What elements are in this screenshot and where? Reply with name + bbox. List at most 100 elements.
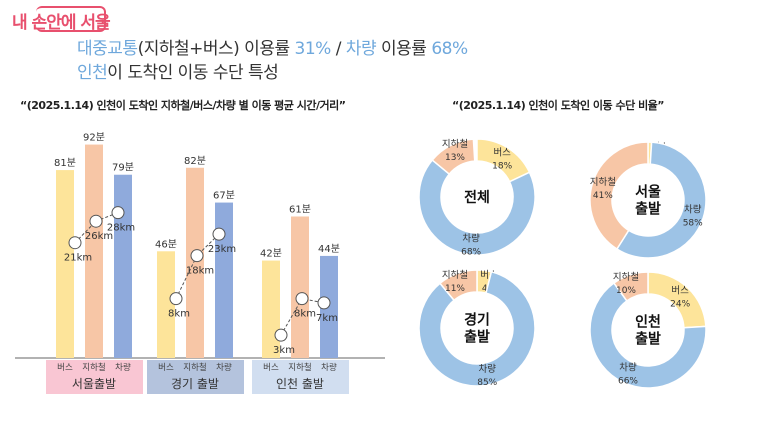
bar-value-label: 92분 — [83, 132, 105, 144]
bar-value-label: 81분 — [54, 157, 76, 169]
slice-name: 버스 — [671, 286, 689, 297]
bar-value-label: 42분 — [260, 248, 282, 260]
public-pct: 31% — [294, 39, 332, 59]
distance-label: 21km — [64, 253, 92, 264]
slice-value: 85% — [477, 378, 497, 388]
distance-label: 23km — [208, 244, 236, 255]
donut-center-label: 인천 — [635, 314, 661, 331]
subcategory-label: 버스 — [57, 362, 73, 373]
subcategory-label: 지하철 — [288, 362, 312, 373]
slice-name: 지하철 — [590, 176, 616, 188]
slice-value: 24% — [670, 300, 690, 310]
distance-point — [111, 206, 125, 220]
sep: / — [330, 39, 346, 59]
group-label-bg — [46, 360, 143, 394]
bar — [114, 174, 132, 358]
headline-public: 대중교통 — [77, 39, 138, 59]
brand-logo: 내 손안에 서울 — [12, 13, 111, 33]
headline-text2: 이용률 — [376, 39, 432, 59]
subcategory-label: 차량 — [216, 362, 232, 373]
distance-label: 18km — [186, 266, 214, 277]
bar-chart-title: “(2025.1.14) 인천이 도착인 지하철/버스/차량 별 이동 평균 시… — [20, 99, 346, 112]
slice-value: 18% — [492, 161, 512, 171]
slice-name: 차량 — [684, 204, 702, 216]
donut-center-label: 서울 — [635, 184, 661, 201]
donut-slice — [615, 141, 707, 259]
car-pct: 68% — [431, 39, 468, 59]
bar — [85, 144, 103, 358]
slice-name: 버스 — [493, 147, 511, 158]
donut-slice — [438, 269, 478, 302]
subcategory-label: 지하철 — [183, 362, 207, 373]
slice-value: 66% — [618, 377, 638, 387]
donut-slice — [418, 270, 536, 387]
donut-slice — [612, 271, 649, 302]
bar-value-label: 61분 — [289, 203, 311, 215]
donut-chart-title: “(2025.1.14) 인천이 도착인 이동 수단 비율” — [452, 99, 665, 112]
slice-value: 41% — [593, 191, 613, 201]
slice-value: 13% — [445, 153, 465, 163]
slice-name: 지하철 — [442, 269, 468, 281]
distance-label: 7km — [316, 313, 338, 324]
bar-value-label: 67분 — [213, 190, 235, 202]
bar-value-label: 79분 — [112, 162, 134, 174]
slice-name: 지하철 — [613, 271, 639, 283]
logo-frame — [36, 6, 106, 32]
bar — [215, 202, 233, 358]
bar — [186, 167, 204, 358]
donut-slice — [589, 282, 707, 389]
group-label-bg — [147, 360, 244, 394]
distance-label: 8km — [294, 309, 316, 320]
headline-car: 차량 — [345, 39, 377, 59]
group-label: 인천 출발 — [276, 376, 324, 391]
distance-label: 3km — [273, 345, 295, 356]
subcategory-label: 버스 — [263, 362, 279, 373]
subcategory-label: 버스 — [158, 362, 174, 373]
donut-center-label: 출발 — [635, 201, 661, 218]
slice-name: 버스 — [480, 270, 498, 281]
slice-name: 차량 — [462, 233, 480, 245]
slice-value: 11% — [445, 284, 465, 294]
donut-center-label: 출발 — [635, 331, 661, 348]
slice-name: 차량 — [479, 363, 497, 375]
distance-point — [190, 249, 204, 263]
subcategory-label: 차량 — [321, 362, 337, 373]
donut-slice — [418, 158, 536, 256]
slice-value: 10% — [616, 286, 636, 296]
headline-text3: 이 도착인 이동 수단 특성 — [107, 63, 279, 83]
subcategory-label: 차량 — [115, 362, 131, 373]
bar — [56, 170, 74, 358]
distance-label: 26km — [85, 231, 113, 242]
bar-value-label: 82분 — [184, 155, 206, 167]
headline-line1: 대중교통(지하철+버스) 이용률 31% / 차량 이용률 68% — [77, 34, 468, 59]
donut-slice — [589, 141, 649, 251]
group-label: 서울출발 — [72, 377, 116, 391]
distance-point — [89, 214, 103, 228]
donut-center-label: 출발 — [464, 329, 490, 346]
group-label: 경기 출발 — [171, 377, 219, 391]
subcategory-label: 지하철 — [82, 362, 106, 373]
headline-incheon: 인천 — [77, 63, 108, 83]
donut-center-label: 경기 — [464, 312, 490, 329]
slice-value: 58% — [683, 219, 703, 229]
bar-value-label: 44분 — [318, 243, 340, 255]
distance-point — [317, 296, 331, 310]
bar — [291, 216, 309, 358]
slice-value: 68% — [461, 248, 481, 258]
headline-line2: 인천이 도착인 이동 수단 특성 — [77, 58, 279, 83]
donut-charts: 버스18%차량68%지하철13%전체버스1%차량58%지하철41%서울출발버스4… — [418, 138, 707, 389]
headline-text: (지하철+버스) 이용률 — [137, 39, 295, 59]
group-label-bg — [252, 360, 349, 394]
distance-point — [212, 227, 226, 241]
slice-name: 지하철 — [442, 138, 468, 150]
bar — [157, 251, 175, 358]
bar-value-label: 46분 — [155, 238, 177, 250]
distance-point — [68, 236, 82, 250]
slice-name: 차량 — [619, 362, 637, 374]
distance-point — [295, 292, 309, 306]
bar — [262, 260, 280, 358]
distance-point — [274, 328, 288, 342]
donut-slice — [431, 138, 476, 176]
distance-label: 28km — [107, 223, 135, 234]
